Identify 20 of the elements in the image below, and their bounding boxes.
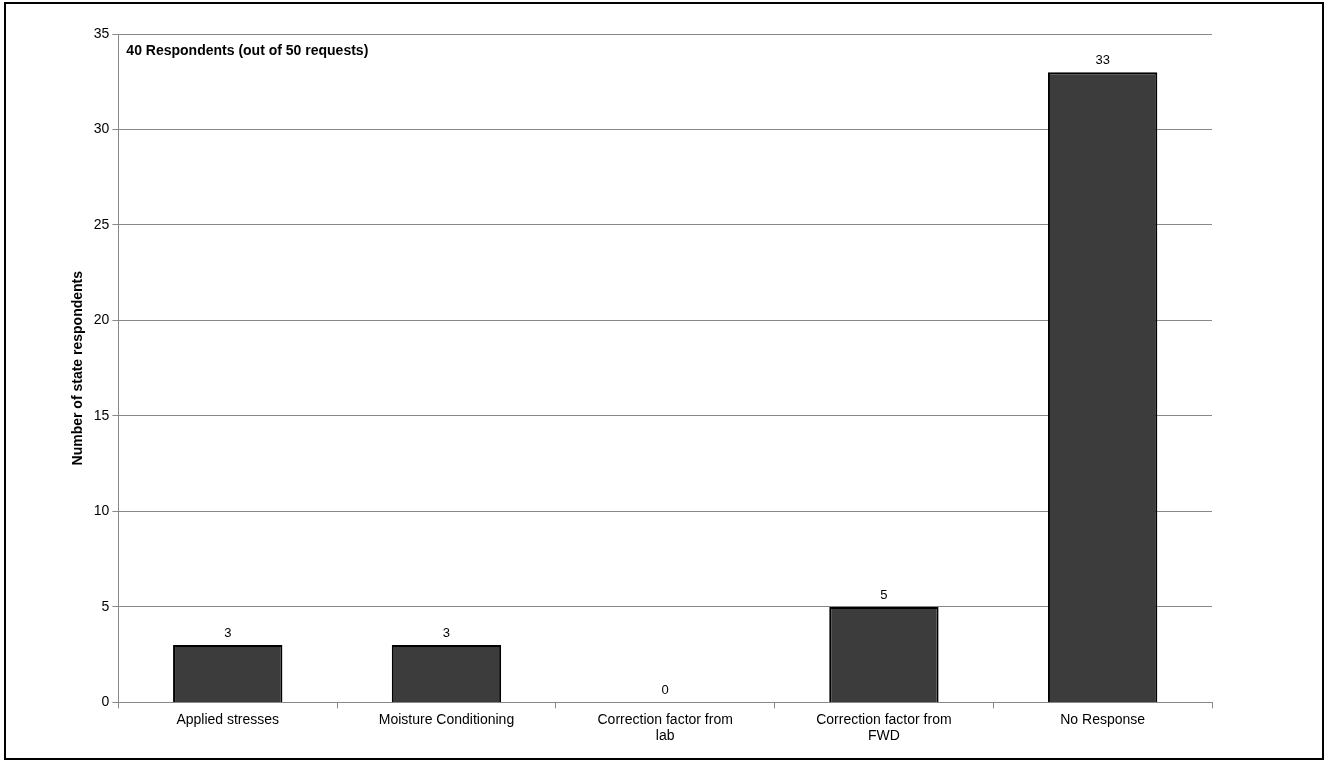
data-label: 5 [880,586,888,602]
data-label: 0 [661,682,669,698]
y-tick-label: 15 [93,406,110,423]
annotation: 40 Respondents (out of 50 requests) [126,41,369,58]
x-tick-label: Correction factor from lab [597,710,733,744]
y-tick-label: 30 [93,120,110,137]
y-tick-label: 35 [93,24,110,41]
y-axis-title: Number of state respondents [69,270,86,466]
y-tick-label: 10 [93,502,110,519]
x-tick-label: Applied stresses [176,710,280,727]
x-tick-label: Correction factor from FWD [816,710,952,744]
x-tick-label: No Response [1060,710,1146,727]
y-tick-label: 25 [93,215,110,232]
data-label: 33 [1095,52,1110,68]
y-tick-label: 20 [93,311,110,328]
data-label: 3 [442,625,451,641]
y-tick-label: 5 [101,597,110,614]
x-tick-label: Moisture Conditioning [378,710,515,727]
y-tick-label: 0 [101,693,110,710]
data-label: 3 [224,625,232,641]
